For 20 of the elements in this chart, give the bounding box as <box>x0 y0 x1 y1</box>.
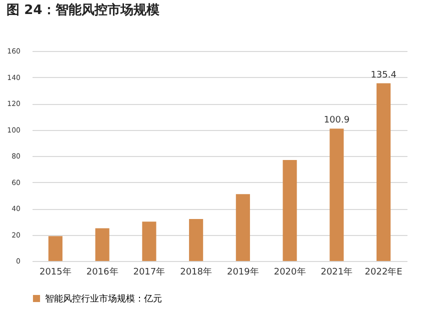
bar <box>282 160 297 261</box>
x-tick-label: 2015年 <box>39 266 72 278</box>
bar <box>142 222 156 261</box>
x-tick-label: 2016年 <box>86 266 118 278</box>
bar <box>95 228 110 261</box>
bar <box>330 128 344 261</box>
bar <box>236 194 250 261</box>
x-tick-label: 2021年 <box>320 266 353 278</box>
data-label: 100.9 <box>324 116 350 126</box>
bar <box>189 219 204 261</box>
x-tick-label: 2022年E <box>364 266 403 278</box>
chart-title: 图 24：智能风控市场规模 <box>6 2 160 18</box>
data-label: 135.4 <box>370 70 397 80</box>
x-tick-label: 2017年 <box>133 266 166 278</box>
x-tick-label: 2018年 <box>180 266 212 278</box>
x-tick-label: 2019年 <box>226 266 259 278</box>
bar <box>48 236 62 261</box>
x-tick-label: 2020年 <box>274 266 306 278</box>
legend-label: 智能风控行业市场规模：亿元 <box>45 294 162 304</box>
bar <box>376 83 391 261</box>
